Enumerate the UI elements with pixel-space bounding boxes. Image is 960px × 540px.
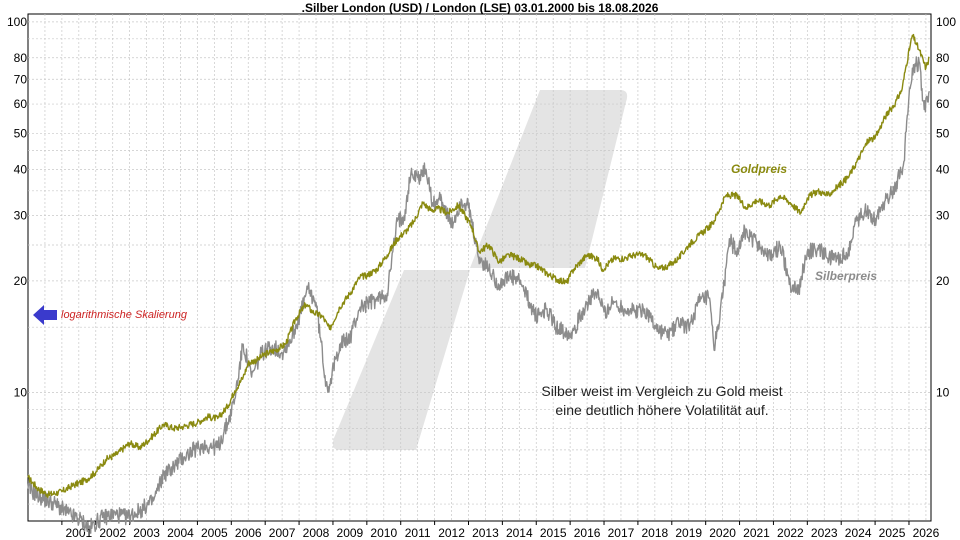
y-tick-label-right: 40 xyxy=(936,162,950,176)
y-tick-label-right: 80 xyxy=(936,51,950,65)
annotation-line-2: eine deutlich höhere Volatilität auf. xyxy=(555,402,768,418)
x-tick-label: 2017 xyxy=(608,526,635,540)
x-tick-label: 2019 xyxy=(675,526,702,540)
x-tick-label: 2010 xyxy=(370,526,397,540)
x-tick-label: 2006 xyxy=(235,526,262,540)
x-tick-label: 2026 xyxy=(913,526,940,540)
silver-series-label: Silberpreis xyxy=(815,269,877,283)
y-tick-label-left: 60 xyxy=(14,97,28,111)
y-tick-label-left: 20 xyxy=(14,274,28,288)
x-tick-label: 2015 xyxy=(540,526,567,540)
chart-title: .Silber London (USD) / London (LSE) 03.0… xyxy=(302,1,659,15)
y-axis-left: 10 20 30 40 50 60 70 80 100 xyxy=(7,15,27,400)
y-tick-label-left: 40 xyxy=(14,162,28,176)
log-scale-label: logarithmische Skalierung xyxy=(61,309,188,321)
series-line-silberpreis xyxy=(27,56,930,534)
x-tick-label: 2024 xyxy=(845,526,872,540)
y-tick-label-left: 100 xyxy=(7,15,27,29)
x-tick-label: 2013 xyxy=(472,526,499,540)
x-tick-label: 2009 xyxy=(337,526,364,540)
x-tick-label: 2014 xyxy=(506,526,533,540)
x-tick-label: 2005 xyxy=(201,526,228,540)
y-tick-label-right: 70 xyxy=(936,72,950,86)
x-tick-label: 2012 xyxy=(438,526,465,540)
x-tick-label: 2020 xyxy=(709,526,736,540)
x-tick-label: 2025 xyxy=(879,526,906,540)
watermark-logo xyxy=(332,90,628,450)
x-tick-label: 2002 xyxy=(99,526,126,540)
y-tick-label-right: 100 xyxy=(936,15,956,29)
x-tick-label: 2023 xyxy=(811,526,838,540)
y-tick-label-right: 20 xyxy=(936,274,950,288)
y-tick-label-left: 80 xyxy=(14,51,28,65)
x-tick-label: 2007 xyxy=(269,526,296,540)
y-tick-label-right: 30 xyxy=(936,209,950,223)
y-tick-label-right: 60 xyxy=(936,97,950,111)
y-tick-label-left: 10 xyxy=(14,385,28,399)
y-tick-label-left: 30 xyxy=(14,209,28,223)
x-tick-label: 2018 xyxy=(641,526,668,540)
log-scale-arrow-icon xyxy=(33,305,57,325)
x-tick-label: 2021 xyxy=(743,526,770,540)
x-tick-label: 2001 xyxy=(65,526,92,540)
gold-series-label: Goldpreis xyxy=(731,162,787,176)
annotation-line-1: Silber weist im Vergleich zu Gold meist xyxy=(541,383,782,399)
y-tick-label-right: 10 xyxy=(936,385,950,399)
x-axis: 2001 2002 2003 2004 2005 2006 2007 2008 2009 2010… xyxy=(61,521,940,540)
x-tick-label: 2008 xyxy=(303,526,330,540)
x-tick-label: 2004 xyxy=(167,526,194,540)
x-tick-label: 2011 xyxy=(405,526,431,540)
x-tick-label: 2016 xyxy=(574,526,601,540)
x-tick-label: 2022 xyxy=(777,526,804,540)
y-tick-label-left: 70 xyxy=(14,72,28,86)
series-line-goldpreis xyxy=(27,33,930,499)
x-tick-label: 2003 xyxy=(133,526,160,540)
y-tick-label-right: 50 xyxy=(936,126,950,140)
y-tick-label-left: 50 xyxy=(14,126,28,140)
y-axis-right: 10 20 30 40 50 60 70 80 100 xyxy=(936,15,956,400)
